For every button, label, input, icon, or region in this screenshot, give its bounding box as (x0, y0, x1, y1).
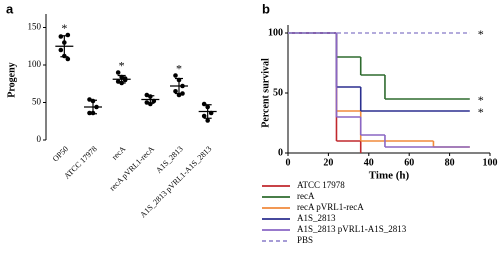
x-tick-label: 20 (323, 157, 333, 168)
data-point (173, 88, 178, 94)
y-axis-label: Percent survival (260, 58, 271, 128)
panel-label: b (262, 1, 270, 16)
x-axis-label: Time (h) (369, 170, 410, 182)
data-point (201, 101, 207, 107)
y-tick-label: 50 (273, 87, 283, 98)
significance-mark: * (478, 93, 484, 107)
x-tick-label: 60 (404, 157, 414, 168)
panel-label: a (6, 1, 14, 16)
x-tick-label: 0 (286, 157, 291, 168)
y-tick-label: 0 (278, 147, 283, 158)
significance-mark: * (478, 27, 484, 41)
data-point (65, 56, 71, 62)
y-tick-label: 100 (28, 59, 42, 69)
legend-label: A1S_2813 pVRL1-A1S_2813 (297, 224, 407, 234)
significance-mark: * (176, 61, 182, 75)
significance-mark: * (119, 58, 125, 72)
x-tick-label: 100 (483, 157, 498, 168)
y-tick-label: 150 (28, 22, 42, 32)
x-tick-label: recA (110, 144, 128, 162)
data-point (122, 76, 128, 81)
y-tick-label: 100 (268, 27, 283, 38)
significance-mark: * (478, 105, 484, 119)
significance-mark: * (61, 21, 67, 35)
y-tick-label: 50 (32, 97, 42, 107)
legend-label: ATCC 17978 (297, 180, 345, 190)
data-point (173, 73, 178, 78)
legend-label: recA (297, 191, 315, 201)
legend-label: recA pVRL1-recA (297, 202, 364, 212)
legend-label: PBS (297, 235, 313, 245)
data-point (115, 70, 121, 75)
y-axis-label: Progeny (6, 62, 17, 97)
data-point (201, 113, 207, 119)
x-tick-label: OP50 (51, 144, 70, 163)
x-tick-label: 80 (445, 157, 455, 168)
data-point (58, 47, 64, 53)
y-tick-label: 0 (37, 134, 42, 144)
legend-label: A1S_2813 (297, 213, 336, 223)
x-tick-label: 40 (364, 157, 374, 168)
data-point (58, 34, 64, 39)
data-point (205, 118, 210, 123)
